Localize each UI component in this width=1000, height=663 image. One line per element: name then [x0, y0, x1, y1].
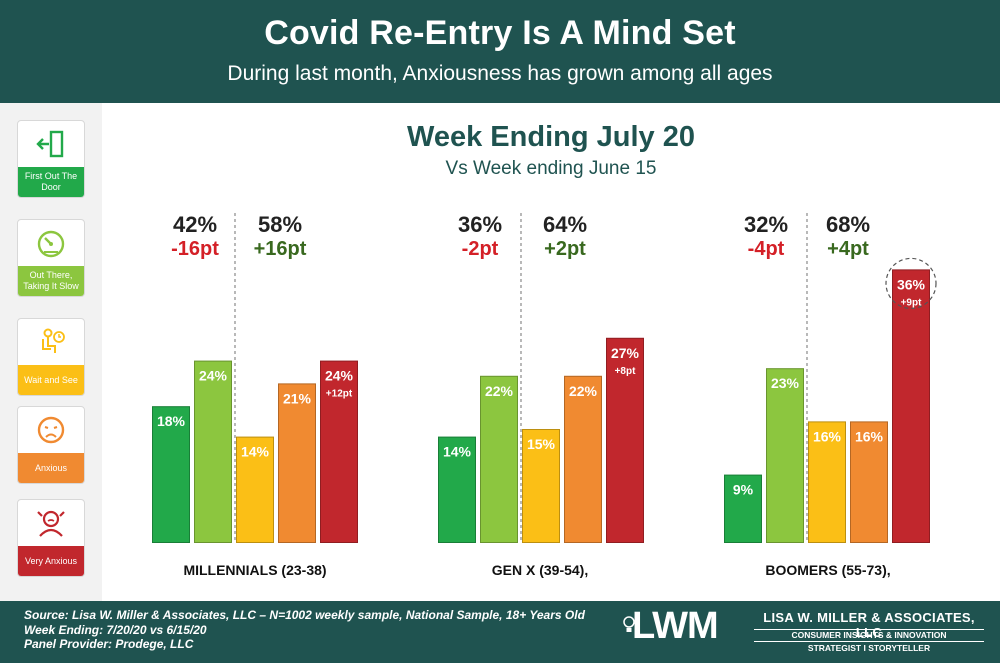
chart-title: Week Ending July 20: [407, 121, 695, 153]
genx-value-label-3: 15%: [527, 436, 556, 452]
genx-right-pct: 64%: [542, 212, 588, 237]
boomers-bar-outline-4: [850, 421, 888, 543]
legend-item-first-out: First Out The Door: [17, 120, 85, 198]
group-label-boomers: BOOMERS (55-73),: [765, 562, 891, 578]
genx-bar-2: [480, 375, 518, 543]
millennials-bar-5: [320, 360, 358, 543]
panel-line: Panel Provider: Prodege, LLC: [24, 637, 194, 651]
legend-label: Very Anxious: [18, 546, 84, 576]
millennials-value-label-2: 24%: [199, 368, 228, 384]
exit-door-icon: [18, 121, 84, 167]
source-notes: Source: Lisa W. Miller & Associates, LLC…: [24, 608, 585, 652]
boomers-bar-5: [892, 269, 930, 543]
millennials-bar-4: [278, 383, 316, 543]
genx-bar-outline-2: [480, 375, 518, 543]
genx-bar-outline-4: [564, 375, 602, 543]
group-label-millennials: MILLENNIALS (23-38): [183, 562, 327, 578]
genx-bar-outline-5: [606, 337, 644, 543]
footer-banner: Source: Lisa W. Miller & Associates, LLC…: [0, 601, 1000, 663]
genx-left-delta: -2pt: [461, 238, 499, 260]
legend-item-wait-and-see: Wait and See: [17, 318, 85, 396]
boomers-bar-outline-2: [766, 368, 804, 544]
boomers-value-label-4: 16%: [855, 428, 884, 444]
boomers-right-pct: 68%: [825, 212, 871, 237]
legend-item-anxious: Anxious: [17, 406, 85, 484]
boomers-bar-1: [724, 474, 762, 543]
boomers-right-delta: +4pt: [827, 238, 869, 260]
lightbulb-icon: [623, 616, 635, 632]
millennials-change-label: +12pt: [326, 389, 353, 400]
legend-label: Anxious: [18, 453, 84, 483]
legend-label: Out There, Taking It Slow: [18, 266, 84, 296]
legend-item-very-anxious: Very Anxious: [17, 499, 85, 577]
page-subtitle: During last month, Anxiousness has grown…: [227, 62, 773, 85]
millennials-bar-outline-5: [320, 360, 358, 543]
boomers-value-label-3: 16%: [813, 428, 842, 444]
firm-name: LISA W. MILLER & ASSOCIATES, LLC: [763, 610, 975, 640]
genx-bar-4: [564, 375, 602, 543]
company-logo: LWM: [632, 605, 719, 647]
genx-bar-outline-3: [522, 429, 560, 543]
millennials-right-pct: 58%: [257, 212, 303, 237]
millennials-value-label-1: 18%: [157, 413, 186, 429]
boomers-value-label-2: 23%: [771, 375, 800, 391]
genx-bar-3: [522, 429, 560, 543]
millennials-value-label-4: 21%: [283, 390, 312, 406]
millennials-right-delta: +16pt: [253, 238, 307, 260]
genx-left-pct: 36%: [457, 212, 503, 237]
genx-change-label: +8pt: [615, 366, 637, 377]
genx-value-label-2: 22%: [485, 383, 514, 399]
genx-bar-1: [438, 436, 476, 543]
boomers-value-label-5: 36%: [897, 276, 926, 292]
firm-tagline-2: STRATEGIST I STORYTELLER: [807, 643, 931, 653]
genx-value-label-5: 27%: [611, 345, 640, 361]
boomers-bar-3: [808, 421, 846, 543]
millennials-left-pct: 42%: [172, 212, 218, 237]
anxious-face-icon: [18, 407, 84, 453]
millennials-value-label-5: 24%: [325, 368, 354, 384]
boomers-left-delta: -4pt: [747, 238, 785, 260]
legend-label: Wait and See: [18, 365, 84, 395]
speedometer-icon: [18, 220, 84, 266]
millennials-bar-outline-1: [152, 406, 190, 544]
millennials-bar-3: [236, 436, 274, 543]
genx-value-label-4: 22%: [569, 383, 598, 399]
millennials-value-label-3: 14%: [241, 444, 270, 460]
genx-value-label-1: 14%: [443, 444, 472, 460]
boomers-bar-outline-5: [892, 269, 930, 543]
genx-bar-outline-1: [438, 436, 476, 544]
source-line: Source: Lisa W. Miller & Associates, LLC…: [24, 608, 585, 622]
legend-item-taking-it-slow: Out There, Taking It Slow: [17, 219, 85, 297]
millennials-bar-outline-4: [278, 383, 316, 543]
chart-subtitle: Vs Week ending June 15: [445, 158, 657, 179]
waiting-person-icon: [18, 319, 84, 365]
boomers-left-pct: 32%: [743, 212, 789, 237]
genx-bar-5: [606, 337, 644, 543]
bar-chart: 18% 24% 14% 21% 24% +12pt 14% 22% 15% 22% 27% +8pt 9…: [152, 213, 937, 544]
header-banner: Covid Re-Entry Is A Mind Set During last…: [0, 0, 1000, 103]
stressed-person-icon: [18, 500, 84, 546]
group-label-genx: GEN X (39-54),: [491, 562, 589, 578]
page-title: Covid Re-Entry Is A Mind Set: [264, 14, 736, 52]
boomers-bar-outline-1: [724, 474, 762, 544]
millennials-left-delta: -16pt: [171, 238, 219, 260]
genx-right-delta: +2pt: [544, 238, 586, 260]
millennials-bar-1: [152, 406, 190, 543]
boomers-change-label: +9pt: [901, 297, 923, 308]
boomers-bar-2: [766, 368, 804, 543]
millennials-bar-outline-3: [236, 436, 274, 544]
boomers-highlight-circle: [885, 257, 937, 309]
legend-label: First Out The Door: [18, 167, 84, 197]
millennials-bar-2: [194, 360, 232, 543]
legend-panel: First Out The Door Out There, Taking It …: [0, 103, 102, 601]
firm-tagline-1: CONSUMER INSIGHTS & INNOVATION: [754, 629, 984, 642]
millennials-bar-outline-2: [194, 360, 232, 543]
boomers-value-label-1: 9%: [733, 482, 754, 498]
boomers-bar-4: [850, 421, 888, 543]
boomers-bar-outline-3: [808, 421, 846, 543]
week-line: Week Ending: 7/20/20 vs 6/15/20: [24, 622, 207, 637]
